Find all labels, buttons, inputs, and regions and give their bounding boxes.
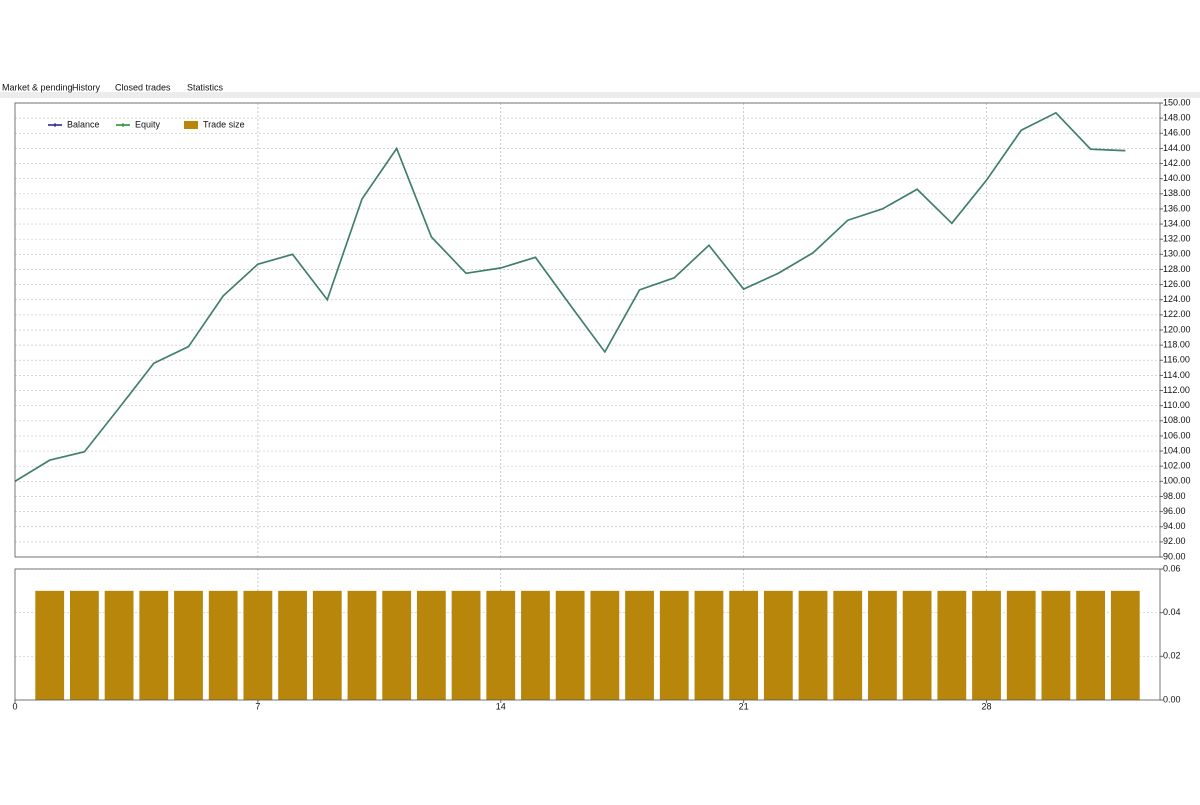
bar <box>416 590 446 700</box>
bar <box>729 590 759 700</box>
y-tick-label: 100.00 <box>1163 476 1191 486</box>
x-tick-label: 28 <box>982 701 992 711</box>
y-tick-label: 94.00 <box>1163 521 1186 531</box>
plot-frame <box>14 102 1161 558</box>
y-tick-label: 124.00 <box>1163 294 1191 304</box>
bar <box>278 590 307 700</box>
bar <box>382 590 412 700</box>
y-tick-label: 90.00 <box>1163 551 1186 561</box>
bar <box>243 590 273 700</box>
y-tick-label: 140.00 <box>1163 173 1191 183</box>
bar <box>1006 590 1036 700</box>
series-line <box>14 111 1126 483</box>
bar <box>1041 590 1071 700</box>
y-tick-label: 112.00 <box>1163 385 1190 395</box>
x-tick-label: 7 <box>255 701 260 711</box>
y-tick-label: 126.00 <box>1163 279 1191 289</box>
y-tick-label: 136.00 <box>1163 203 1191 213</box>
y-tick-label: 132.00 <box>1163 234 1191 244</box>
bar <box>104 590 134 700</box>
y-tick-label: 104.00 <box>1163 445 1191 455</box>
tab-bar <box>0 92 1200 98</box>
bar <box>312 590 342 700</box>
bar <box>659 590 689 700</box>
tab[interactable]: History <box>72 82 101 92</box>
y-tick-label: 120.00 <box>1163 324 1191 334</box>
bar <box>174 590 203 700</box>
bar <box>694 590 724 700</box>
y-tick-label: 110.00 <box>1163 400 1190 410</box>
y-tick-label: 98.00 <box>1163 491 1186 501</box>
tab[interactable]: Market & pending <box>2 82 73 92</box>
bar <box>486 590 516 700</box>
bar <box>35 590 65 700</box>
y-tick-label: 92.00 <box>1163 536 1186 546</box>
tab[interactable]: Closed trades <box>115 82 171 92</box>
y-tick-label: 138.00 <box>1163 188 1191 198</box>
bar <box>590 590 620 700</box>
bar <box>798 590 828 700</box>
bar <box>451 590 481 700</box>
legend-label: Trade size <box>203 119 245 129</box>
y-tick-label: 0.06 <box>1163 563 1181 573</box>
y-tick-label: 102.00 <box>1163 461 1191 471</box>
y-tick-label: 0.04 <box>1163 607 1181 617</box>
y-tick-label: 0.02 <box>1163 651 1181 661</box>
y-tick-label: 96.00 <box>1163 506 1186 516</box>
bar <box>625 590 654 700</box>
bar <box>69 590 99 700</box>
bar <box>347 590 377 700</box>
y-tick-label: 106.00 <box>1163 430 1191 440</box>
series-line <box>14 111 1126 483</box>
bar <box>1110 590 1140 700</box>
y-tick-label: 122.00 <box>1163 309 1191 319</box>
bar <box>972 590 1001 700</box>
bar <box>208 590 238 700</box>
y-tick-label: 146.00 <box>1163 128 1191 138</box>
y-tick-label: 108.00 <box>1163 415 1191 425</box>
y-tick-label: 150.00 <box>1163 97 1191 107</box>
x-tick-label: 0 <box>12 701 17 711</box>
y-tick-label: 142.00 <box>1163 158 1191 168</box>
y-tick-label: 134.00 <box>1163 218 1191 228</box>
plot-frame <box>14 568 1161 701</box>
y-tick-label: 116.00 <box>1163 355 1190 365</box>
x-tick-label: 14 <box>496 701 506 711</box>
bar <box>833 590 863 700</box>
legend-swatch <box>184 121 198 129</box>
x-tick-label: 21 <box>739 701 749 711</box>
legend-label: Equity <box>135 119 161 129</box>
bar <box>521 590 550 700</box>
tab[interactable]: Statistics <box>187 82 224 92</box>
y-tick-label: 128.00 <box>1163 264 1191 274</box>
bar <box>763 590 793 700</box>
y-tick-label: 114.00 <box>1163 370 1190 380</box>
legend-label: Balance <box>67 119 100 129</box>
y-tick-label: 118.00 <box>1163 340 1190 350</box>
y-tick-label: 130.00 <box>1163 249 1191 259</box>
bar <box>868 590 897 700</box>
bar <box>139 590 169 700</box>
bar <box>902 590 932 700</box>
bar <box>937 590 967 700</box>
y-tick-label: 0.00 <box>1163 694 1181 704</box>
y-tick-label: 144.00 <box>1163 143 1191 153</box>
bar <box>555 590 585 700</box>
bar <box>1076 590 1106 700</box>
y-tick-label: 148.00 <box>1163 113 1191 123</box>
